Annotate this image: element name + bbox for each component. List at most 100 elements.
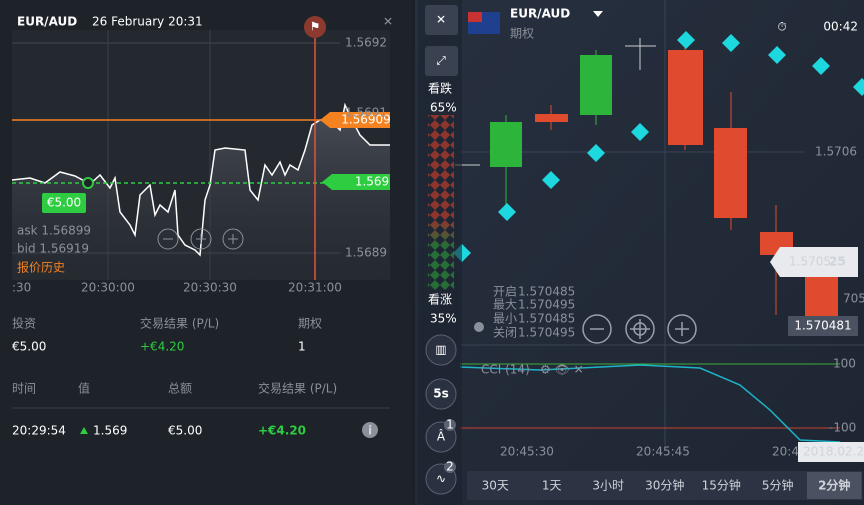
expand-button[interactable] xyxy=(425,46,458,76)
time-label: 20:4 xyxy=(772,445,799,459)
table-header: 总额 xyxy=(168,382,192,396)
ohlc-value: 1.570485 xyxy=(518,312,575,326)
cell: 1.569 xyxy=(93,424,127,438)
badge-text: 1 xyxy=(446,418,454,432)
time-label: 20:45:30 xyxy=(500,445,554,459)
price-label: 1.5692 xyxy=(345,36,387,50)
call-pct: 35% xyxy=(430,312,457,326)
open-tag xyxy=(320,112,390,128)
price-label: 1.5689 xyxy=(345,246,387,260)
date-box xyxy=(798,442,864,462)
info-icon: i xyxy=(368,424,372,438)
timeframe-button[interactable] xyxy=(524,472,580,499)
price-tag-main: 1.5705 xyxy=(789,255,831,269)
put-pct: 65% xyxy=(430,101,457,115)
price-line xyxy=(11,102,390,257)
put-label: 看跌 xyxy=(428,81,452,96)
bid: bid 1.56919 xyxy=(17,242,89,256)
dropdown[interactable] xyxy=(593,11,603,17)
badge xyxy=(444,419,456,431)
expiry-button[interactable]: 5s xyxy=(433,387,449,401)
summary-label: 投资 xyxy=(12,316,36,331)
kind: 期权 xyxy=(510,27,534,41)
cursor-price-box xyxy=(788,316,858,336)
ask: ask 1.56899 xyxy=(17,224,91,238)
timeframe-label: 2分钟 xyxy=(818,478,850,493)
summary-value: €5.00 xyxy=(12,340,46,354)
timeframe-label: 5分钟 xyxy=(762,478,794,493)
flag xyxy=(304,16,326,38)
close-button[interactable] xyxy=(425,5,458,35)
time-label: 20:45:45 xyxy=(636,445,690,459)
table-header: 值 xyxy=(78,381,90,396)
price-label: 705 xyxy=(843,292,864,306)
datetime: 26 February 20:31 xyxy=(92,15,203,29)
timer-icon: ⏱ xyxy=(777,20,786,34)
markers xyxy=(453,31,864,262)
flag-icon: ⚑ xyxy=(310,20,321,34)
pair: EUR/AUD xyxy=(17,15,77,29)
summary-label: 期权 xyxy=(298,317,322,331)
table-header: 交易结果 (P/L) xyxy=(258,381,337,396)
timeframe-button[interactable] xyxy=(750,472,806,499)
cell: €5.00 xyxy=(168,424,202,438)
time-label: 20:30:00 xyxy=(81,281,135,295)
cci-line xyxy=(459,364,841,443)
indicator-settings[interactable]: ⚙ 👁 ✕ xyxy=(540,363,584,377)
zoom-controls xyxy=(157,228,244,250)
stake-tag xyxy=(42,193,86,213)
chart-type-icon: ▥ xyxy=(435,343,446,357)
ohlc-value: 1.570495 xyxy=(518,326,575,340)
timeframe-label: 1天 xyxy=(542,479,562,493)
call-label: 看涨 xyxy=(428,292,452,307)
indicator-icon: ∿ xyxy=(436,472,446,486)
tool-buttons[interactable] xyxy=(425,334,457,495)
draw-icon: Â xyxy=(437,429,446,444)
level-label: -100 xyxy=(829,421,856,435)
history-link[interactable]: 报价历史 xyxy=(17,260,65,275)
price-label: 1.5691 xyxy=(345,106,387,120)
cursor-price: 1.570481 xyxy=(794,319,851,333)
timeframe-button[interactable] xyxy=(581,472,636,499)
price-label: 1.5706 xyxy=(815,145,857,159)
date: 2018.02.2 xyxy=(803,445,864,459)
area xyxy=(12,105,390,280)
ohlc-value: 1.570485 xyxy=(518,285,575,299)
level-label: 100 xyxy=(833,357,856,371)
current-tag xyxy=(322,174,390,190)
pair[interactable]: EUR/AUD xyxy=(510,7,570,21)
zoom-controls[interactable] xyxy=(582,314,697,344)
badge xyxy=(444,461,456,473)
flag-part xyxy=(468,12,482,22)
timeframe-button[interactable] xyxy=(637,472,693,499)
close[interactable]: ✕ xyxy=(383,15,393,29)
expand-icon: ⤢ xyxy=(435,54,446,68)
timeframe-label: 30天 xyxy=(482,479,509,493)
ohlc-label: 最小 xyxy=(493,312,517,326)
help[interactable] xyxy=(474,322,484,332)
up-arrow xyxy=(80,427,88,434)
timeframe-label: 3小时 xyxy=(592,479,624,493)
timeframe-button[interactable] xyxy=(694,472,749,499)
ohlc-label: 最大 xyxy=(493,298,517,312)
price-tag-pips: 25 xyxy=(829,255,846,269)
close-icon: ✕ xyxy=(436,13,446,27)
timeframe-button[interactable] xyxy=(807,472,862,499)
price-tag xyxy=(770,247,858,277)
timer: 00:42 xyxy=(823,20,858,34)
timeframe-button[interactable] xyxy=(468,472,523,499)
timeframe-label: 30分钟 xyxy=(645,478,684,493)
entry xyxy=(82,177,94,189)
indicator-name: CCI (14) xyxy=(481,363,530,377)
summary-value: +€4.20 xyxy=(140,340,184,354)
summary-label: 交易结果 (P/L) xyxy=(140,316,219,331)
ohlc-label: 关闭 xyxy=(493,326,517,340)
ohlc-label: 开启 xyxy=(493,285,517,299)
cell: 20:29:54 xyxy=(12,424,66,438)
table-header: 时间 xyxy=(12,382,36,396)
info[interactable] xyxy=(362,422,378,438)
cell: +€4.20 xyxy=(258,424,306,438)
ohlc-value: 1.570495 xyxy=(518,298,575,312)
timeframes: 30天 1天 3小时 30分钟 15分钟 5分钟 2分钟 xyxy=(467,471,863,500)
